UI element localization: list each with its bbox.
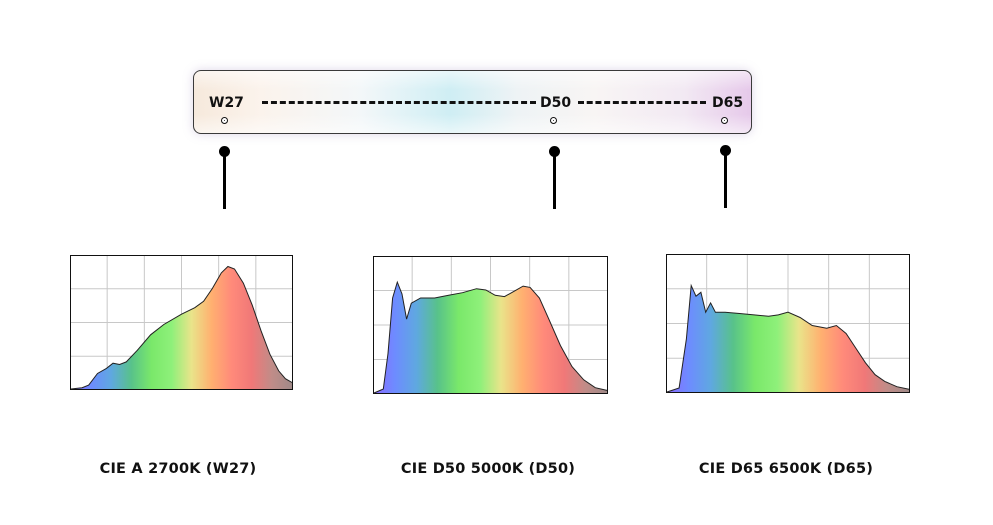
- marker-dot-w27: [221, 117, 228, 124]
- caption-d65: CIE D65 6500K (D65): [698, 461, 874, 477]
- spectrum-outline: [373, 280, 608, 394]
- caption-d50: CIE D50 5000K (D50): [400, 461, 576, 477]
- spectrum-chart-w27: [70, 255, 293, 390]
- spectrum-fill: [374, 282, 607, 393]
- connector-stem-d50: [553, 151, 556, 209]
- spectrum-chart-d50: [373, 256, 608, 394]
- spectrum-outline: [666, 283, 910, 393]
- bar-label-d50: D50: [540, 95, 572, 111]
- bar-label-d65: D65: [712, 95, 744, 111]
- caption-w27: CIE A 2700K (W27): [99, 461, 257, 477]
- connector-stem-w27: [223, 151, 226, 209]
- spectrum-fill: [667, 285, 909, 392]
- connector-stem-d65: [724, 150, 727, 208]
- dashed-line-right: [578, 101, 706, 104]
- dashed-line-left: [262, 101, 536, 104]
- spectrum-fill: [71, 266, 292, 389]
- spectrum-outline: [70, 265, 293, 390]
- spectrum-chart-d65: [666, 254, 910, 393]
- bar-label-w27: W27: [209, 95, 244, 111]
- marker-dot-d50: [550, 117, 557, 124]
- marker-dot-d65: [721, 117, 728, 124]
